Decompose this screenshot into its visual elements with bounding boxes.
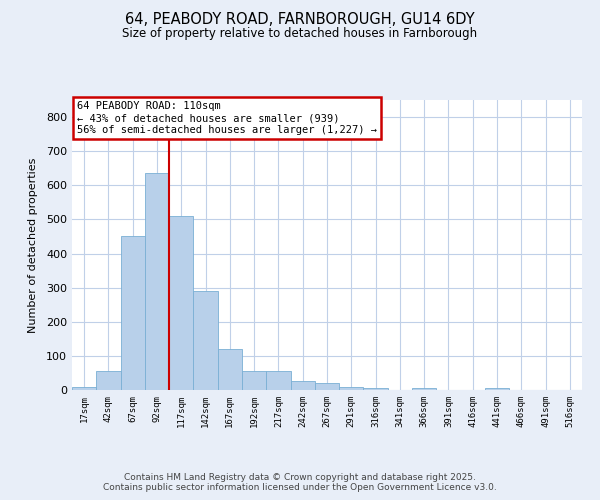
Bar bbox=[121, 236, 145, 390]
Bar bbox=[339, 388, 364, 390]
Bar bbox=[169, 216, 193, 390]
Bar bbox=[315, 383, 339, 390]
Bar bbox=[145, 174, 169, 390]
Bar bbox=[242, 371, 266, 390]
Text: Contains HM Land Registry data © Crown copyright and database right 2025.
Contai: Contains HM Land Registry data © Crown c… bbox=[103, 473, 497, 492]
Y-axis label: Number of detached properties: Number of detached properties bbox=[28, 158, 38, 332]
Bar bbox=[290, 382, 315, 390]
Bar bbox=[266, 371, 290, 390]
Bar bbox=[72, 386, 96, 390]
Bar bbox=[412, 388, 436, 390]
Bar bbox=[485, 388, 509, 390]
Bar bbox=[218, 349, 242, 390]
Text: 64, PEABODY ROAD, FARNBOROUGH, GU14 6DY: 64, PEABODY ROAD, FARNBOROUGH, GU14 6DY bbox=[125, 12, 475, 28]
Text: 64 PEABODY ROAD: 110sqm
← 43% of detached houses are smaller (939)
56% of semi-d: 64 PEABODY ROAD: 110sqm ← 43% of detache… bbox=[77, 102, 377, 134]
Text: Size of property relative to detached houses in Farnborough: Size of property relative to detached ho… bbox=[122, 28, 478, 40]
Bar bbox=[364, 388, 388, 390]
Bar bbox=[193, 291, 218, 390]
Bar bbox=[96, 371, 121, 390]
